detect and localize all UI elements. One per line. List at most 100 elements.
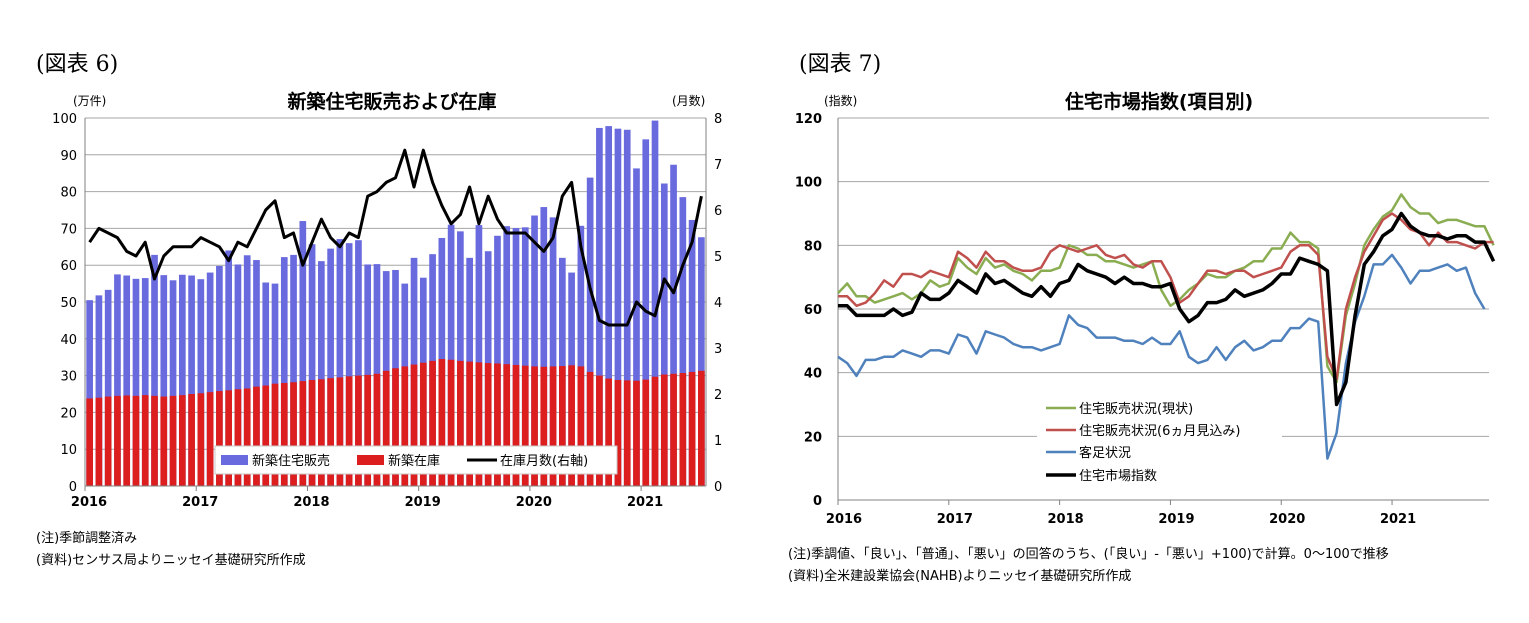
legend-swatch-sales — [221, 455, 248, 465]
x-tick-label: 2018 — [1048, 512, 1084, 527]
bar-sales — [299, 221, 307, 487]
y-tick-label: 70 — [60, 222, 77, 237]
y2-tick-label: 3 — [714, 342, 722, 357]
bar-sales — [475, 225, 483, 486]
bar-inventory — [549, 366, 557, 486]
y2-tick-label: 8 — [714, 112, 722, 127]
y-tick-label: 80 — [60, 186, 77, 201]
bar-inventory — [605, 378, 613, 486]
bar-inventory — [114, 395, 121, 486]
bar-inventory — [429, 360, 436, 486]
bar-inventory — [596, 375, 603, 486]
bar-sales — [95, 295, 103, 486]
bar-sales — [318, 261, 325, 486]
bar-inventory — [234, 389, 242, 486]
bar-sales — [160, 275, 168, 486]
bar-sales — [123, 275, 131, 486]
x-tick-label: 2021 — [627, 495, 663, 510]
bar-sales — [225, 250, 233, 486]
bar-inventory — [225, 390, 233, 486]
bar-inventory — [262, 385, 270, 486]
bar-inventory — [299, 381, 307, 486]
bar-sales — [512, 228, 520, 487]
bar-inventory — [141, 395, 149, 486]
bar-sales — [660, 183, 668, 486]
legend-label-index: 住宅市場指数 — [1079, 468, 1157, 484]
bar-inventory — [160, 396, 168, 486]
bar-sales — [243, 255, 251, 486]
bar-inventory — [447, 359, 455, 486]
bar-inventory — [438, 359, 446, 486]
y-tick-label: 80 — [804, 239, 822, 254]
bar-inventory — [86, 398, 93, 486]
series-line — [838, 212, 1494, 381]
y-tick-label: 40 — [60, 333, 77, 348]
bar-sales — [104, 289, 112, 486]
bar-sales — [169, 280, 177, 486]
bar-inventory — [679, 373, 687, 486]
bar-inventory — [290, 382, 297, 486]
bar-inventory — [151, 395, 158, 486]
bar-sales — [549, 217, 557, 487]
bar-inventory — [104, 396, 112, 486]
bar-inventory — [308, 380, 316, 486]
bar-inventory — [355, 375, 362, 486]
y-tick-label: 0 — [69, 480, 77, 495]
bar-inventory — [327, 378, 334, 486]
bar-sales — [596, 127, 603, 486]
bar-inventory — [512, 364, 520, 486]
chart-housing-market-index: 住宅市場指数(項目別) (指数) 0 20 40 60 80 100 120 2016 2017… — [795, 90, 1496, 527]
bar-inventory — [577, 366, 585, 486]
bar-sales — [114, 274, 121, 486]
bar-inventory — [521, 365, 529, 486]
bar-sales — [86, 300, 93, 486]
bar-inventory — [401, 366, 409, 486]
bar-inventory — [169, 395, 177, 486]
bar-inventory — [623, 380, 631, 486]
bar-sales — [132, 278, 140, 486]
bar-inventory — [216, 391, 223, 486]
legend-label-outlook: 住宅販売状況(6ヵ月見込み) — [1079, 423, 1240, 439]
series-line — [837, 193, 1495, 384]
y2-tick-label: 7 — [714, 158, 722, 173]
bar-inventory — [494, 363, 501, 486]
bar-inventory — [243, 388, 251, 486]
bar-sales — [178, 274, 186, 486]
y2-tick-label: 6 — [714, 204, 722, 219]
bar-inventory — [188, 394, 195, 486]
bar-inventory — [373, 373, 381, 486]
legend-label-current: 住宅販売状況(現状) — [1079, 401, 1193, 417]
bar-inventory — [206, 392, 214, 486]
bar-sales — [670, 164, 677, 486]
y2-tick-label: 1 — [714, 434, 722, 449]
bar-inventory — [95, 397, 103, 486]
x-tick-label: 2019 — [405, 495, 441, 510]
x-tick-label: 2016 — [71, 495, 107, 510]
bar-sales — [234, 264, 242, 486]
y-tick-label: 60 — [804, 303, 822, 318]
x-tick-label: 2020 — [516, 495, 552, 510]
y-tick-label: 60 — [60, 259, 77, 274]
figure-7-note: (注)季調値、「良い」、「普通」、「悪い」の回答のうち、(「良い」-「悪い」+1… — [788, 547, 1389, 562]
y-tick-label: 0 — [813, 494, 822, 509]
bar-inventory — [253, 386, 260, 486]
bar-sales — [188, 275, 195, 486]
y-tick-label: 100 — [52, 112, 77, 127]
x-tick-label: 2019 — [1158, 512, 1194, 527]
y2-tick-label: 5 — [714, 250, 722, 265]
bar-sales — [679, 197, 687, 486]
bar-sales — [698, 237, 705, 486]
bar-sales — [308, 244, 316, 486]
bar-inventory — [531, 366, 538, 486]
bar-inventory — [364, 374, 372, 486]
bar-inventory — [345, 376, 353, 486]
bar-inventory — [178, 395, 186, 486]
bar-sales — [216, 265, 223, 486]
bar-inventory — [651, 376, 659, 486]
bar-inventory — [382, 370, 390, 486]
y2-tick-label: 2 — [714, 388, 722, 403]
bar-sales — [457, 231, 464, 486]
bar-sales — [614, 128, 622, 486]
x-tick-label: 2021 — [1380, 512, 1416, 527]
bar-sales — [280, 257, 288, 486]
